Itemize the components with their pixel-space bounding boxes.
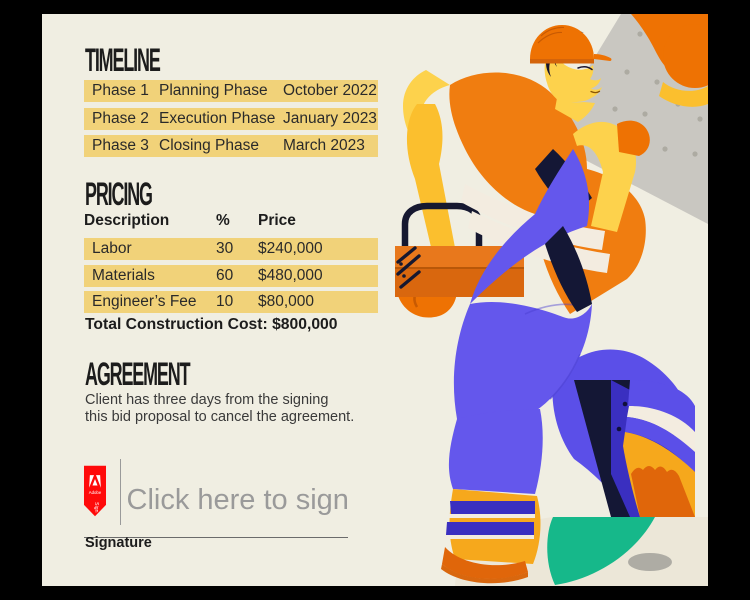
svg-text:Sign: Sign	[93, 502, 99, 512]
svg-text:Adobe: Adobe	[89, 489, 102, 494]
